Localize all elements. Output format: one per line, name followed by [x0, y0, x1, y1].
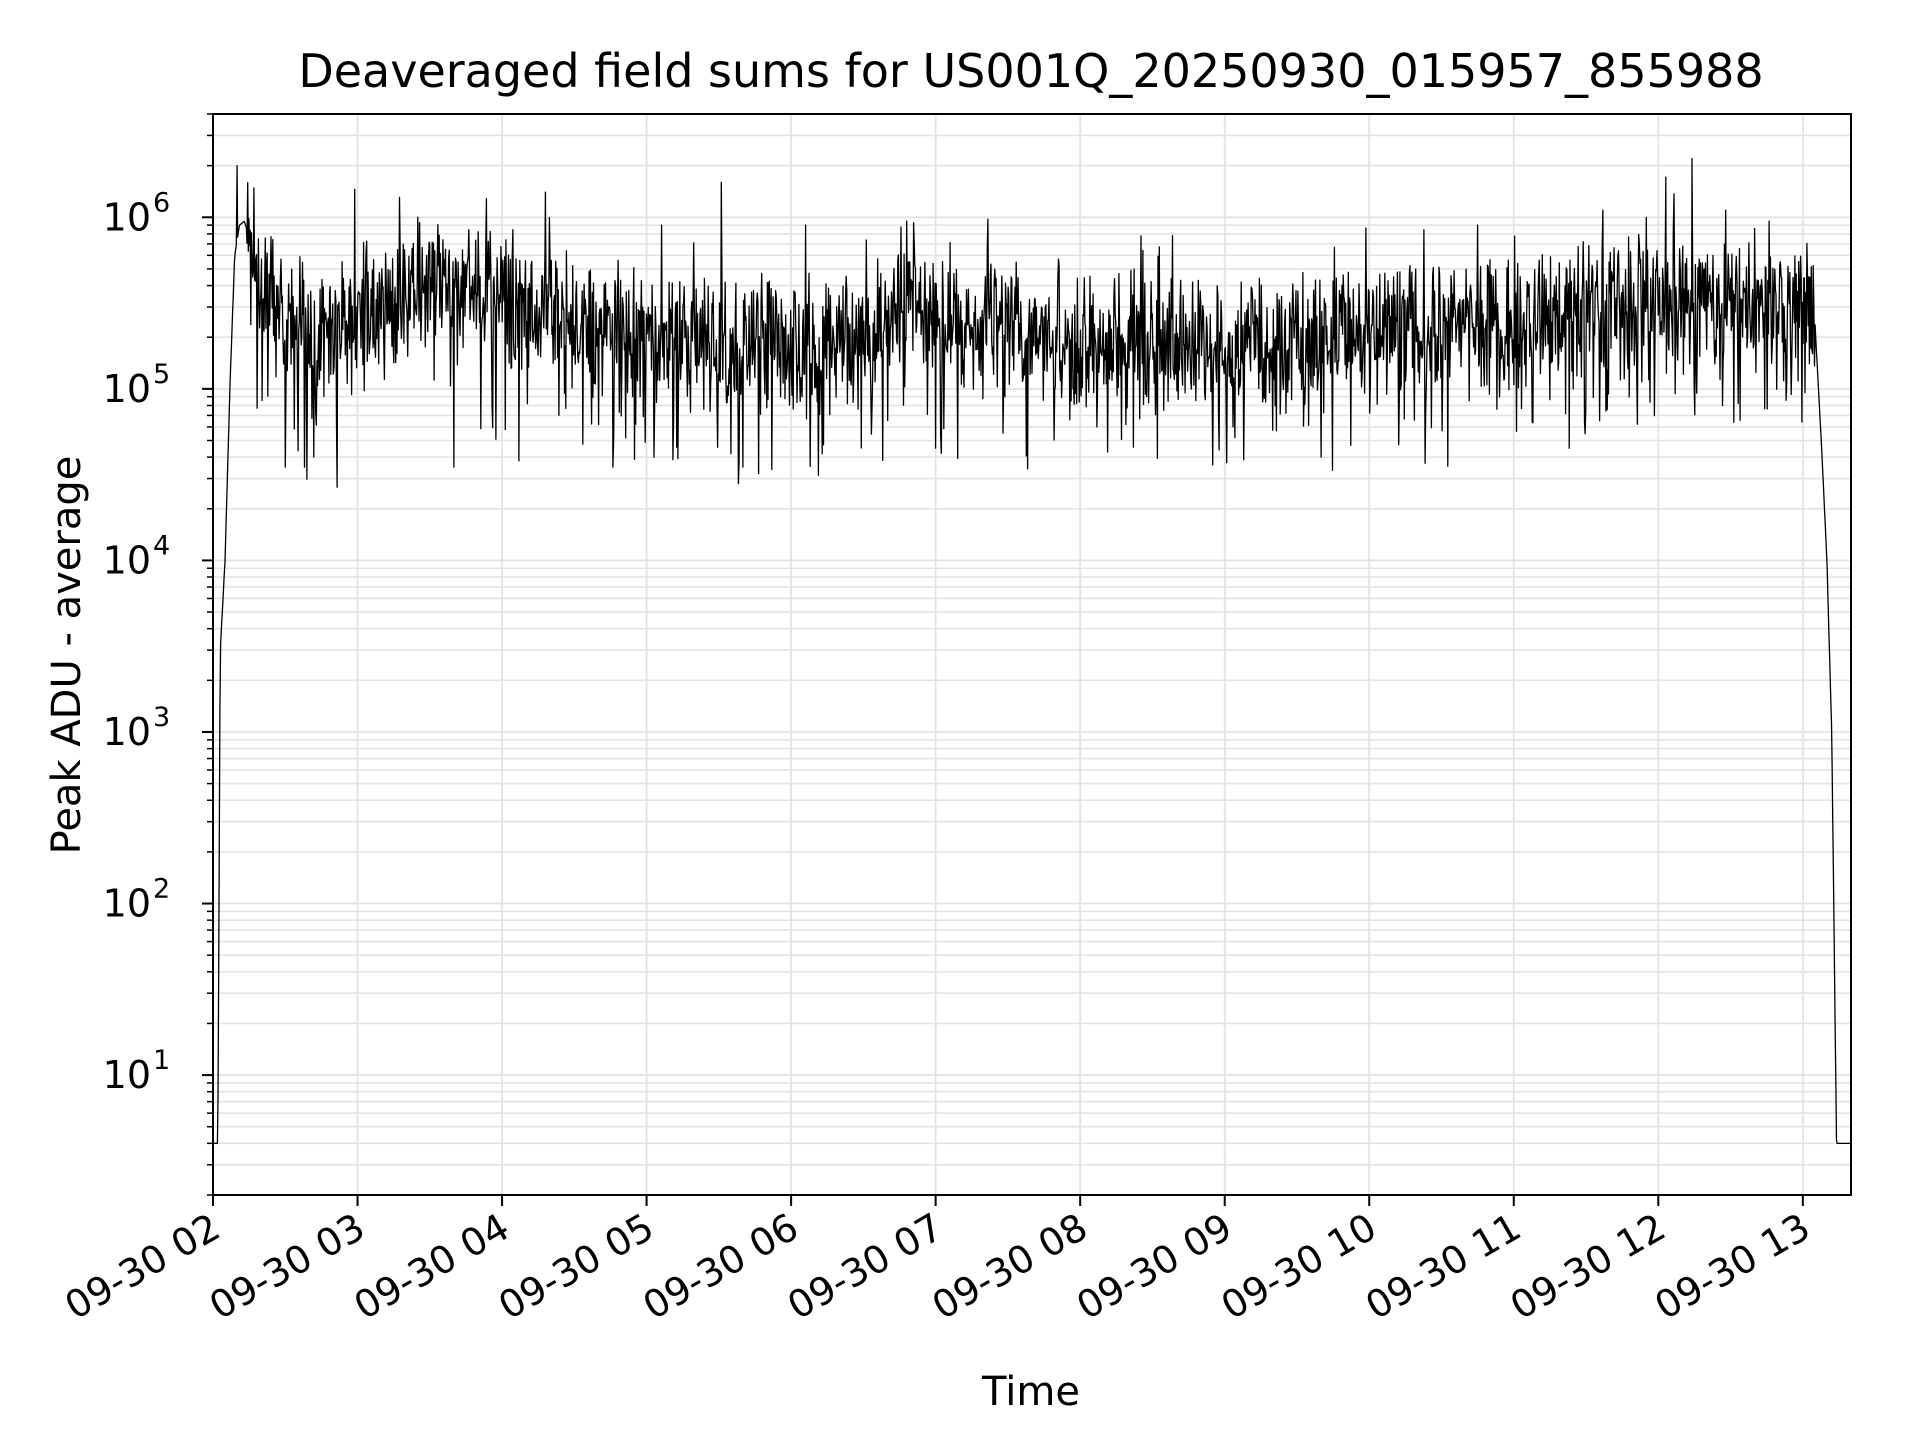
x-tick-label: 09-30 04 — [347, 1205, 517, 1329]
grid-lines — [212, 113, 1851, 1196]
plot-frame — [212, 113, 1852, 1196]
y-tick-exponent: 2 — [153, 874, 170, 905]
y-tick-label: 10 — [103, 195, 151, 239]
x-tick-label: 09-30 08 — [925, 1205, 1095, 1329]
x-tick-label: 09-30 03 — [202, 1205, 372, 1329]
x-tick-label: 09-30 11 — [1358, 1205, 1528, 1329]
y-tick-label: 10 — [103, 367, 151, 411]
x-tick-label: 09-30 02 — [58, 1205, 228, 1329]
y-tick-label: 10 — [103, 710, 151, 754]
chart-title: Deaveraged field sums for US001Q_2025093… — [298, 44, 1763, 98]
x-tick-label: 09-30 07 — [780, 1205, 950, 1329]
x-tick-label: 09-30 06 — [636, 1205, 806, 1329]
y-tick-label: 10 — [103, 882, 151, 926]
plot-area — [212, 157, 1852, 1145]
y-tick-label: 10 — [103, 1053, 151, 1097]
x-tick-label: 09-30 09 — [1069, 1205, 1239, 1329]
x-tick-label: 09-30 10 — [1214, 1205, 1384, 1329]
y-tick-exponent: 6 — [153, 187, 170, 218]
y-tick-label: 10 — [103, 538, 151, 582]
y-tick-exponent: 4 — [153, 530, 170, 561]
y-tick-exponent: 1 — [153, 1045, 170, 1076]
x-tick-label: 09-30 05 — [491, 1205, 661, 1329]
x-tick-label: 09-30 13 — [1647, 1205, 1817, 1329]
y-tick-exponent: 5 — [153, 359, 170, 390]
y-tick-exponent: 3 — [153, 702, 170, 733]
x-tick-label: 09-30 12 — [1503, 1205, 1673, 1329]
series-line — [212, 157, 1852, 1145]
x-axis-label: Time — [981, 1369, 1080, 1415]
y-axis-label: Peak ADU - average — [44, 456, 90, 855]
